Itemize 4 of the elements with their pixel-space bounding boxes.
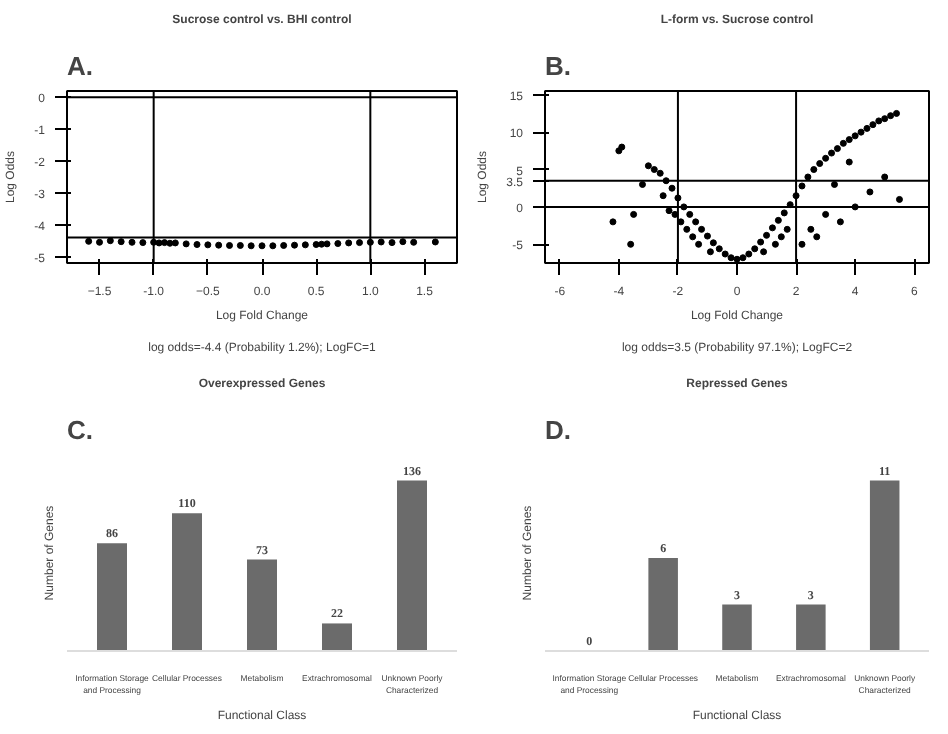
text: B. xyxy=(545,51,571,81)
text: C. xyxy=(67,415,93,445)
text: A. xyxy=(67,51,93,81)
text: D. xyxy=(545,415,571,445)
